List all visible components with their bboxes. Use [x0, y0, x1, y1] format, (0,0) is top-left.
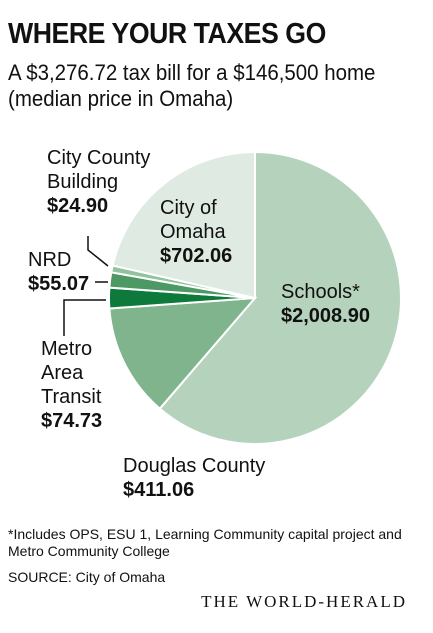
source-note: SOURCE: City of Omaha: [8, 569, 166, 585]
pie-slice-douglas-county: [108, 296, 258, 411]
slice-label-metro-area-transit-line2: Area: [41, 362, 84, 384]
slice-label-city-of-omaha-line2: Omaha: [160, 221, 226, 243]
slice-label-city-of-omaha-line1: City of: [160, 197, 217, 219]
chart-title: WHERE YOUR TAXES GO: [8, 18, 326, 50]
publisher-logo: THE WORLD-HERALD: [201, 592, 407, 611]
slice-label-city-county-building-line2: Building: [47, 171, 118, 193]
slice-label-douglas-county: Douglas County: [123, 455, 265, 477]
slice-label-metro-area-transit-line1: Metro: [41, 338, 92, 360]
pie-slice-schools: [158, 150, 402, 445]
slice-value-city-of-omaha: $702.06: [160, 245, 232, 267]
pie-slice-city-of-omaha: [111, 150, 256, 300]
slice-label-city-county-building-line1: City County: [47, 147, 150, 169]
slice-value-douglas-county: $411.06: [123, 479, 194, 501]
slice-label-metro-area-transit-line3: Transit: [41, 386, 102, 408]
slice-value-metro-area-transit: $74.73: [41, 410, 102, 432]
slice-label-schools: Schools*: [281, 281, 360, 303]
slice-value-schools: $2,008.90: [281, 305, 370, 327]
footnote: *Includes OPS, ESU 1, Learning Community…: [8, 526, 402, 559]
chart-subtitle: A $3,276.72 tax bill for a $146,500 home…: [8, 60, 376, 111]
slice-value-city-county-building: $24.90: [47, 195, 108, 217]
leader-line-city-county-building: [87, 236, 109, 267]
slice-value-nrd: $55.07: [28, 273, 89, 295]
slice-label-nrd: NRD: [28, 249, 71, 271]
leader-line-metro-area-transit: [63, 299, 106, 336]
